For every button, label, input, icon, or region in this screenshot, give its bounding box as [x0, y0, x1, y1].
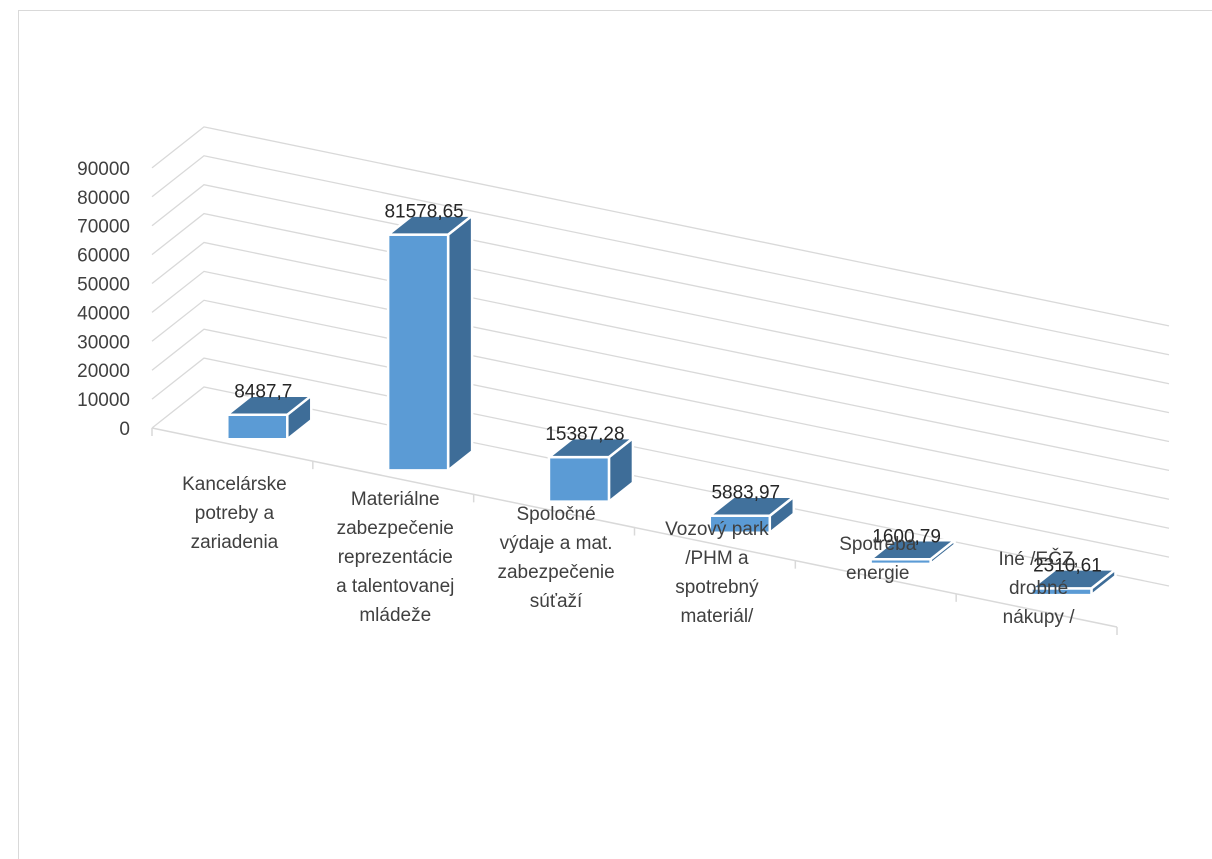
gridline — [151, 328, 1170, 529]
data-label: 5883,97 — [711, 483, 780, 504]
category-label: Materiálne zabezpečenie reprezentácie a tal… — [336, 489, 454, 626]
gridline — [151, 241, 1170, 443]
gridline — [151, 212, 1170, 414]
y-tick-label: 30000 — [77, 332, 130, 353]
y-tick-label: 20000 — [77, 361, 130, 382]
gridline — [151, 357, 1170, 558]
gridline — [151, 386, 1170, 587]
category-label: Kancelárske potreby a zariadenia — [182, 474, 287, 553]
y-tick-label: 40000 — [77, 303, 130, 324]
bar-front — [226, 413, 289, 441]
bar-front — [547, 455, 611, 503]
gridline — [151, 155, 1170, 356]
bar-top — [547, 436, 635, 459]
category-label: Spoločné výdaje a mat. zabezpečenie súťaží — [497, 504, 614, 612]
data-label: 15387,28 — [545, 424, 624, 445]
bar-top — [869, 539, 956, 561]
bar-top — [1030, 568, 1117, 590]
bar-top — [226, 394, 313, 416]
category-label: Spotreba energie — [839, 534, 917, 584]
bar-front — [386, 233, 450, 472]
chart-frame — [18, 10, 1212, 859]
data-label: 81578,65 — [384, 202, 463, 223]
y-tick-label: 60000 — [77, 246, 130, 267]
data-label: 8487,7 — [234, 382, 292, 403]
y-tick-label: 50000 — [77, 275, 130, 296]
bar-top — [708, 495, 796, 517]
gridline — [151, 299, 1170, 500]
bar-side — [446, 214, 474, 472]
y-tick-label: 0 — [119, 419, 130, 440]
gridline — [151, 270, 1170, 472]
y-tick-label: 10000 — [77, 390, 130, 411]
y-tick-label: 90000 — [77, 159, 130, 180]
category-label: Iné /EČZ, drobné nákupy / — [998, 548, 1078, 628]
y-tick-label: 80000 — [77, 188, 130, 209]
y-tick-label: 70000 — [77, 217, 130, 238]
category-label: Vozový park/PHM a spotrebný materiál/ — [665, 519, 769, 627]
data-label: 2310,61 — [1033, 555, 1102, 576]
gridline — [151, 184, 1170, 385]
bar-top — [386, 214, 474, 236]
data-label: 1600,79 — [872, 526, 941, 547]
gridline — [151, 126, 1170, 327]
